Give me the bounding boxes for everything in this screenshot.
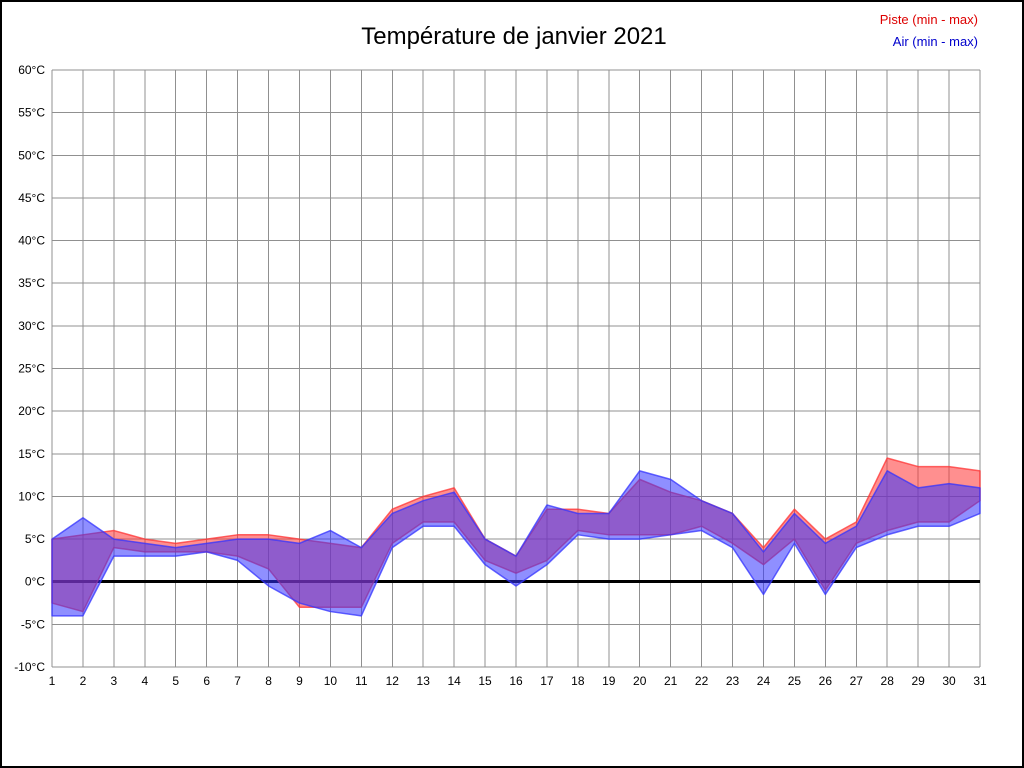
x-tick-label: 6 — [203, 674, 210, 688]
x-tick-label: 11 — [355, 674, 368, 688]
x-tick-label: 29 — [911, 674, 925, 688]
y-tick-label: -5°C — [21, 617, 45, 631]
x-tick-label: 14 — [447, 674, 461, 688]
y-tick-label: -10°C — [14, 660, 45, 674]
x-tick-label: 10 — [324, 674, 338, 688]
x-tick-label: 4 — [141, 674, 148, 688]
y-tick-label: 15°C — [18, 447, 45, 461]
y-tick-label: 50°C — [18, 148, 45, 162]
x-tick-label: 30 — [942, 674, 956, 688]
y-tick-label: 10°C — [18, 489, 45, 503]
x-tick-label: 5 — [172, 674, 179, 688]
x-tick-label: 18 — [571, 674, 585, 688]
x-tick-label: 13 — [417, 674, 431, 688]
x-tick-label: 19 — [602, 674, 616, 688]
x-tick-label: 15 — [478, 674, 492, 688]
y-tick-label: 5°C — [25, 532, 45, 546]
x-tick-label: 7 — [234, 674, 241, 688]
x-tick-label: 20 — [633, 674, 647, 688]
x-tick-label: 24 — [757, 674, 771, 688]
x-tick-label: 1 — [49, 674, 56, 688]
band-layer — [51, 457, 981, 617]
y-tick-label: 60°C — [18, 63, 45, 77]
chart-title: Température de janvier 2021 — [361, 23, 667, 50]
x-tick-label: 12 — [386, 674, 400, 688]
y-tick-label: 55°C — [18, 106, 45, 120]
band-air — [51, 470, 981, 617]
x-tick-label: 16 — [509, 674, 523, 688]
x-tick-label: 8 — [265, 674, 272, 688]
y-tick-label: 40°C — [18, 234, 45, 248]
tick-layer: 60°C55°C50°C45°C40°C35°C30°C25°C20°C15°C… — [14, 63, 987, 688]
x-tick-label: 3 — [111, 674, 118, 688]
legend-piste-label: Piste (min - max) — [880, 12, 978, 27]
y-tick-label: 45°C — [18, 191, 45, 205]
y-tick-label: 0°C — [25, 575, 45, 589]
x-tick-label: 2 — [80, 674, 87, 688]
y-tick-label: 30°C — [18, 319, 45, 333]
legend-air-label: Air (min - max) — [893, 34, 978, 49]
x-tick-label: 27 — [850, 674, 864, 688]
y-tick-label: 35°C — [18, 276, 45, 290]
x-tick-label: 26 — [819, 674, 833, 688]
x-tick-label: 22 — [695, 674, 709, 688]
x-tick-label: 23 — [726, 674, 740, 688]
x-tick-label: 21 — [664, 674, 678, 688]
x-tick-label: 25 — [788, 674, 802, 688]
y-tick-label: 25°C — [18, 362, 45, 376]
y-tick-label: 20°C — [18, 404, 45, 418]
x-tick-label: 31 — [973, 674, 987, 688]
x-tick-label: 9 — [296, 674, 303, 688]
x-tick-label: 28 — [881, 674, 895, 688]
x-tick-label: 17 — [540, 674, 554, 688]
